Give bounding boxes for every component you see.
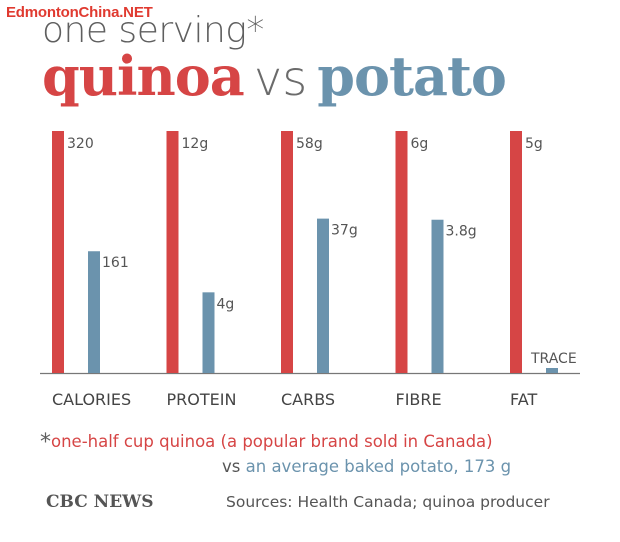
footnote-vs: vs: [222, 457, 241, 476]
chart-subtitle: one serving*: [42, 10, 264, 51]
title-quinoa: quinoa: [42, 44, 245, 108]
data-label-quinoa-fat: 5g: [525, 136, 543, 152]
watermark: EdmontonChina.NET: [6, 4, 153, 21]
bar-quinoa-carbs: [281, 131, 293, 373]
data-label-potato-carbs: 37g: [331, 223, 358, 239]
title-potato: potato: [317, 44, 507, 108]
footnote-potato: vs an average baked potato, 173 g: [222, 457, 511, 476]
x-tick-label-protein: PROTEIN: [167, 390, 237, 409]
data-label-potato-fibre: 3.8g: [446, 224, 477, 240]
bar-potato-carbs: [317, 218, 329, 373]
data-label-quinoa-calories: 320: [67, 136, 94, 152]
bar-potato-protein: [202, 292, 215, 373]
data-label-quinoa-carbs: 58g: [296, 136, 323, 152]
sources-text: Sources: Health Canada; quinoa producer: [226, 493, 550, 511]
x-tick-label-calories: CALORIES: [52, 390, 131, 409]
footnote-quinoa: *one-half cup quinoa (a popular brand so…: [40, 428, 493, 455]
footnote-quinoa-text: one-half cup quinoa (a popular brand sol…: [51, 432, 493, 451]
data-label-potato-fat: TRACE: [530, 351, 577, 367]
bar-quinoa-calories: [52, 131, 64, 373]
bar-chart: 320 161 CALORIES 12g 4g PROTEIN 58g 37g CARBS 6g 3…: [40, 131, 580, 409]
x-tick-label-fibre: FIBRE: [396, 390, 442, 409]
bar-potato-fat: [546, 368, 558, 373]
x-tick-label-carbs: CARBS: [281, 390, 335, 409]
footnote-potato-text: an average baked potato, 173 g: [245, 457, 512, 476]
title-vs: vs: [253, 51, 308, 107]
data-label-potato-protein: 4g: [217, 296, 235, 312]
bar-quinoa-fibre: [395, 131, 408, 373]
data-label-quinoa-protein: 12g: [182, 136, 209, 152]
data-label-potato-calories: 161: [102, 255, 129, 271]
bar-quinoa-fat: [510, 131, 522, 373]
x-tick-label-fat: FAT: [510, 390, 537, 409]
brand-logo: CBC NEWS: [46, 492, 154, 512]
footnote-star: *: [40, 430, 51, 455]
data-label-quinoa-fibre: 6g: [411, 136, 429, 152]
chart-title: quinoa vs potato: [42, 44, 507, 108]
bar-quinoa-protein: [166, 131, 179, 373]
bar-potato-calories: [88, 251, 100, 373]
bar-potato-fibre: [431, 219, 444, 373]
